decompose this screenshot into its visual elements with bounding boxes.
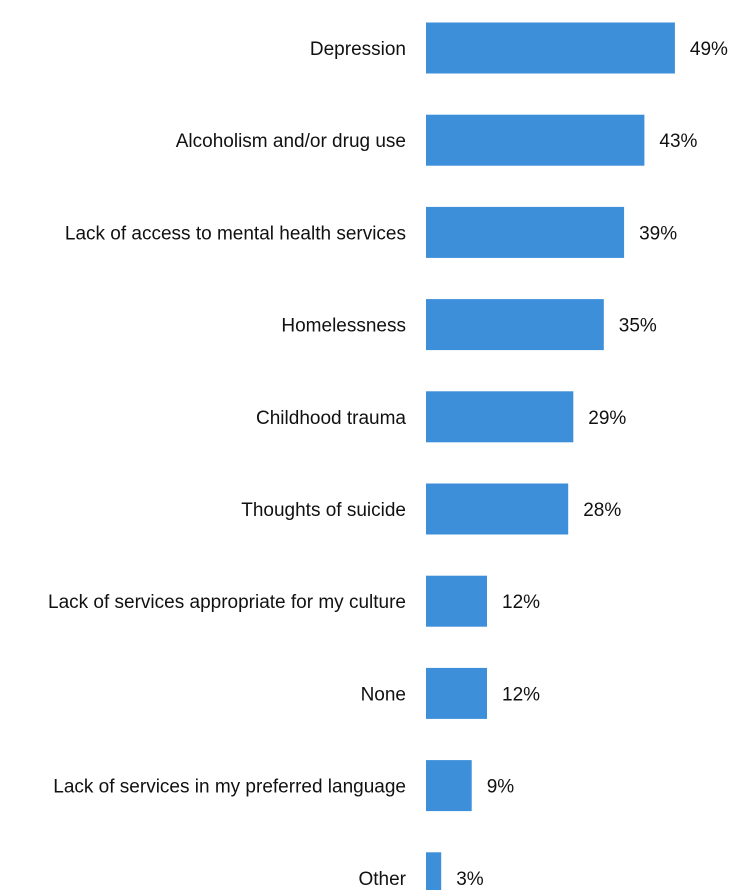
value-label: 43% <box>659 131 697 152</box>
category-label: Childhood trauma <box>256 408 406 429</box>
value-label: 49% <box>690 39 728 60</box>
bar <box>426 299 604 351</box>
value-label: 9% <box>487 777 515 798</box>
bar <box>426 391 574 443</box>
value-label: 28% <box>583 500 621 521</box>
value-label: 12% <box>502 684 540 705</box>
category-label: None <box>361 684 406 705</box>
value-label: 39% <box>639 223 677 244</box>
value-label: 29% <box>588 408 626 429</box>
value-label: 12% <box>502 592 540 613</box>
category-label: Lack of services in my preferred languag… <box>53 777 406 798</box>
category-label: Lack of services appropriate for my cult… <box>48 592 406 613</box>
bar <box>426 852 442 895</box>
category-label: Other <box>358 869 406 890</box>
category-label: Depression <box>310 39 406 60</box>
value-label: 35% <box>619 316 657 337</box>
bar <box>426 22 675 74</box>
category-label: Thoughts of suicide <box>241 500 406 521</box>
bar <box>426 114 645 166</box>
bar <box>426 760 472 812</box>
bar <box>426 575 487 627</box>
category-label: Alcoholism and/or drug use <box>176 131 406 152</box>
bar <box>426 206 625 258</box>
value-label: 3% <box>456 869 484 890</box>
bar <box>426 667 487 719</box>
bar <box>426 483 569 535</box>
category-label: Homelessness <box>281 316 406 337</box>
category-label: Lack of access to mental health services <box>65 223 406 244</box>
